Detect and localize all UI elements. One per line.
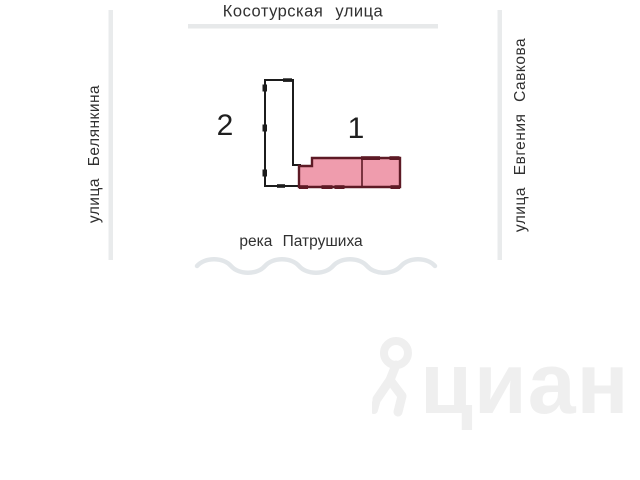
- building-2-ticks: [262, 78, 292, 188]
- river-label: река Патрушиха: [239, 233, 363, 250]
- street-bar-left: [108, 10, 113, 260]
- building-1-number: 1: [347, 112, 365, 145]
- river-wave-line: [194, 257, 438, 275]
- street-bar-right: [497, 10, 502, 260]
- street-label-right: улица Евгения Савкова: [512, 37, 529, 233]
- building-1-shape[interactable]: [297, 156, 402, 189]
- street-label-top: Косотурская улица: [222, 2, 384, 21]
- building-2-number: 2: [216, 109, 234, 142]
- street-bar-top: [188, 24, 438, 29]
- street-label-left: улица Белянкина: [86, 84, 103, 224]
- building-2-shape[interactable]: [264, 79, 301, 187]
- building-1-ticks: [299, 156, 400, 189]
